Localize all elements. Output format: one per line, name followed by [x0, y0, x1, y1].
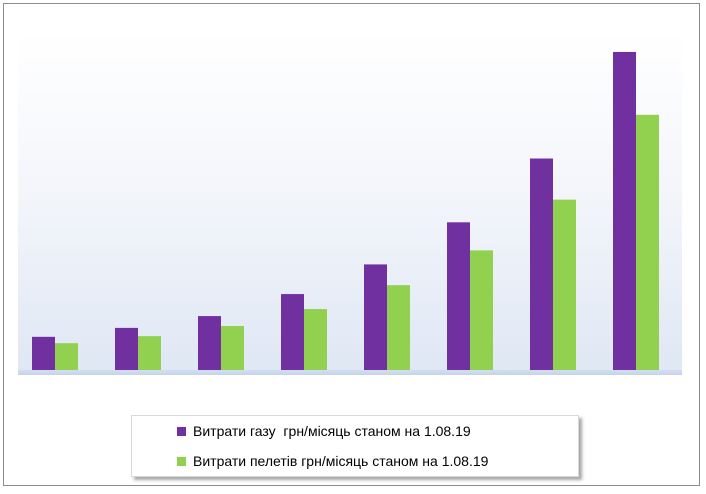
bar-pellets-7 — [553, 199, 576, 370]
bar-gas-4 — [281, 294, 304, 370]
bar-pellets-6 — [470, 250, 493, 370]
bar-pellets-1 — [55, 343, 78, 370]
legend-label-gas: Витрати газу грн/місяць станом на 1.08.1… — [193, 423, 471, 439]
bar-gas-3 — [198, 316, 221, 370]
bar-gas-7 — [530, 158, 553, 370]
legend-swatch-pellets — [177, 456, 186, 466]
bar-gas-6 — [447, 222, 470, 370]
legend-swatch-gas — [177, 426, 186, 436]
legend-entry-pellets: Витрати пелетів грн/місяць станом на 1.0… — [177, 452, 488, 470]
bar-pellets-2 — [138, 336, 161, 370]
legend-entry-gas: Витрати газу грн/місяць станом на 1.08.1… — [177, 422, 471, 440]
bar-pellets-8 — [636, 114, 659, 370]
bar-pellets-5 — [387, 285, 410, 370]
plot-floor — [18, 370, 682, 375]
legend-label-pellets: Витрати пелетів грн/місяць станом на 1.0… — [193, 453, 489, 469]
bar-gas-1 — [32, 336, 55, 370]
bar-gas-8 — [613, 51, 636, 370]
chart-frame: Витрати газу грн/місяць станом на 1.08.1… — [3, 3, 700, 486]
bar-pellets-3 — [221, 325, 244, 370]
legend: Витрати газу грн/місяць станом на 1.08.1… — [131, 415, 579, 477]
bar-gas-5 — [364, 264, 387, 370]
bar-pellets-4 — [304, 309, 327, 370]
bar-gas-2 — [115, 327, 138, 370]
bar-chart — [32, 51, 659, 370]
